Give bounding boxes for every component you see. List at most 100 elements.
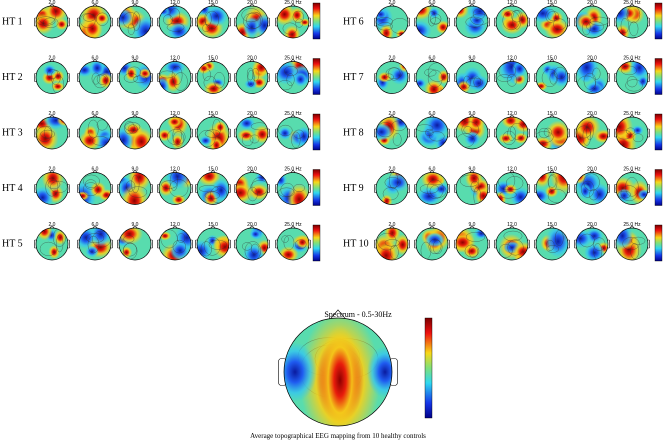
blob [469, 74, 488, 92]
map [576, 172, 608, 205]
head-map [275, 169, 311, 205]
map [79, 61, 111, 94]
blob [456, 232, 476, 253]
frequency-label: 20.0 [247, 111, 257, 117]
map [496, 228, 528, 260]
map [36, 228, 68, 260]
frequency-label: 6.0 [429, 222, 436, 228]
map [616, 117, 648, 149]
contour [470, 180, 480, 193]
outline [158, 61, 192, 94]
blob [381, 194, 393, 205]
map [277, 61, 309, 94]
frequency-label: 20.0 [247, 0, 257, 6]
contour [244, 241, 261, 260]
map [616, 6, 648, 38]
nose [389, 114, 395, 118]
head-map [494, 114, 530, 150]
head-map [614, 225, 650, 261]
blob [199, 135, 213, 146]
frequency-label: 6.0 [429, 56, 436, 62]
contour [85, 233, 105, 244]
head-map [374, 58, 410, 94]
map [236, 6, 268, 38]
contour [246, 11, 263, 29]
head-map [234, 58, 270, 94]
contour [172, 131, 185, 147]
nose [549, 114, 555, 118]
head-map [34, 3, 70, 39]
outline [495, 61, 529, 94]
blob [289, 7, 305, 24]
contour [512, 10, 522, 30]
head-map [614, 58, 650, 94]
nose [92, 169, 98, 174]
map [456, 6, 488, 38]
contour [428, 11, 436, 27]
blob [398, 61, 408, 73]
frequency-label: 12.0 [507, 222, 517, 228]
contour [45, 177, 59, 197]
contour [131, 175, 140, 194]
contour [160, 70, 175, 79]
contour [506, 176, 524, 190]
contour [249, 134, 260, 144]
head-map [414, 3, 450, 39]
blob [238, 117, 256, 130]
nose [249, 169, 255, 174]
blob [82, 17, 103, 38]
panel-label: HT 8 [343, 127, 364, 138]
head-map [574, 114, 610, 150]
contour [213, 72, 225, 89]
contour [204, 191, 220, 200]
contour [463, 75, 471, 89]
outline [158, 116, 192, 150]
nose [429, 225, 435, 229]
blob [89, 61, 105, 77]
panel-label: HT 3 [2, 127, 23, 138]
contour [163, 14, 173, 25]
outline [455, 5, 489, 39]
head-map [234, 114, 270, 150]
frequency-label: 9.0 [132, 111, 139, 117]
blob [159, 129, 172, 142]
contour [210, 186, 228, 203]
outline [535, 116, 569, 150]
contour [427, 69, 443, 88]
head-map [574, 225, 610, 261]
contour [283, 235, 295, 251]
blob [278, 126, 292, 140]
blob [236, 182, 254, 204]
head-map [234, 169, 270, 205]
blob [166, 117, 183, 128]
contour [473, 186, 481, 205]
head-map [494, 3, 530, 39]
frequency-label: 20.0 [587, 167, 597, 173]
head-map [157, 58, 193, 94]
head-map [77, 169, 113, 205]
contour [581, 180, 595, 198]
head-map [454, 114, 490, 150]
contour [56, 234, 64, 253]
nose [172, 225, 178, 229]
contour [473, 76, 481, 88]
frequency-label: 9.0 [132, 222, 139, 228]
contour [172, 127, 182, 144]
map [496, 117, 528, 149]
contour [199, 185, 219, 193]
contour [466, 77, 483, 87]
frequency-label: 9.0 [469, 0, 476, 6]
contour [44, 126, 52, 140]
contour [589, 16, 608, 26]
head-map [534, 58, 570, 94]
contour [502, 10, 520, 31]
contour [278, 124, 293, 137]
contour [622, 237, 640, 251]
map [456, 117, 488, 149]
map [119, 117, 151, 149]
map [197, 228, 229, 260]
contour [499, 190, 517, 199]
head-map [195, 114, 231, 150]
panel-label: HT 9 [343, 183, 364, 194]
